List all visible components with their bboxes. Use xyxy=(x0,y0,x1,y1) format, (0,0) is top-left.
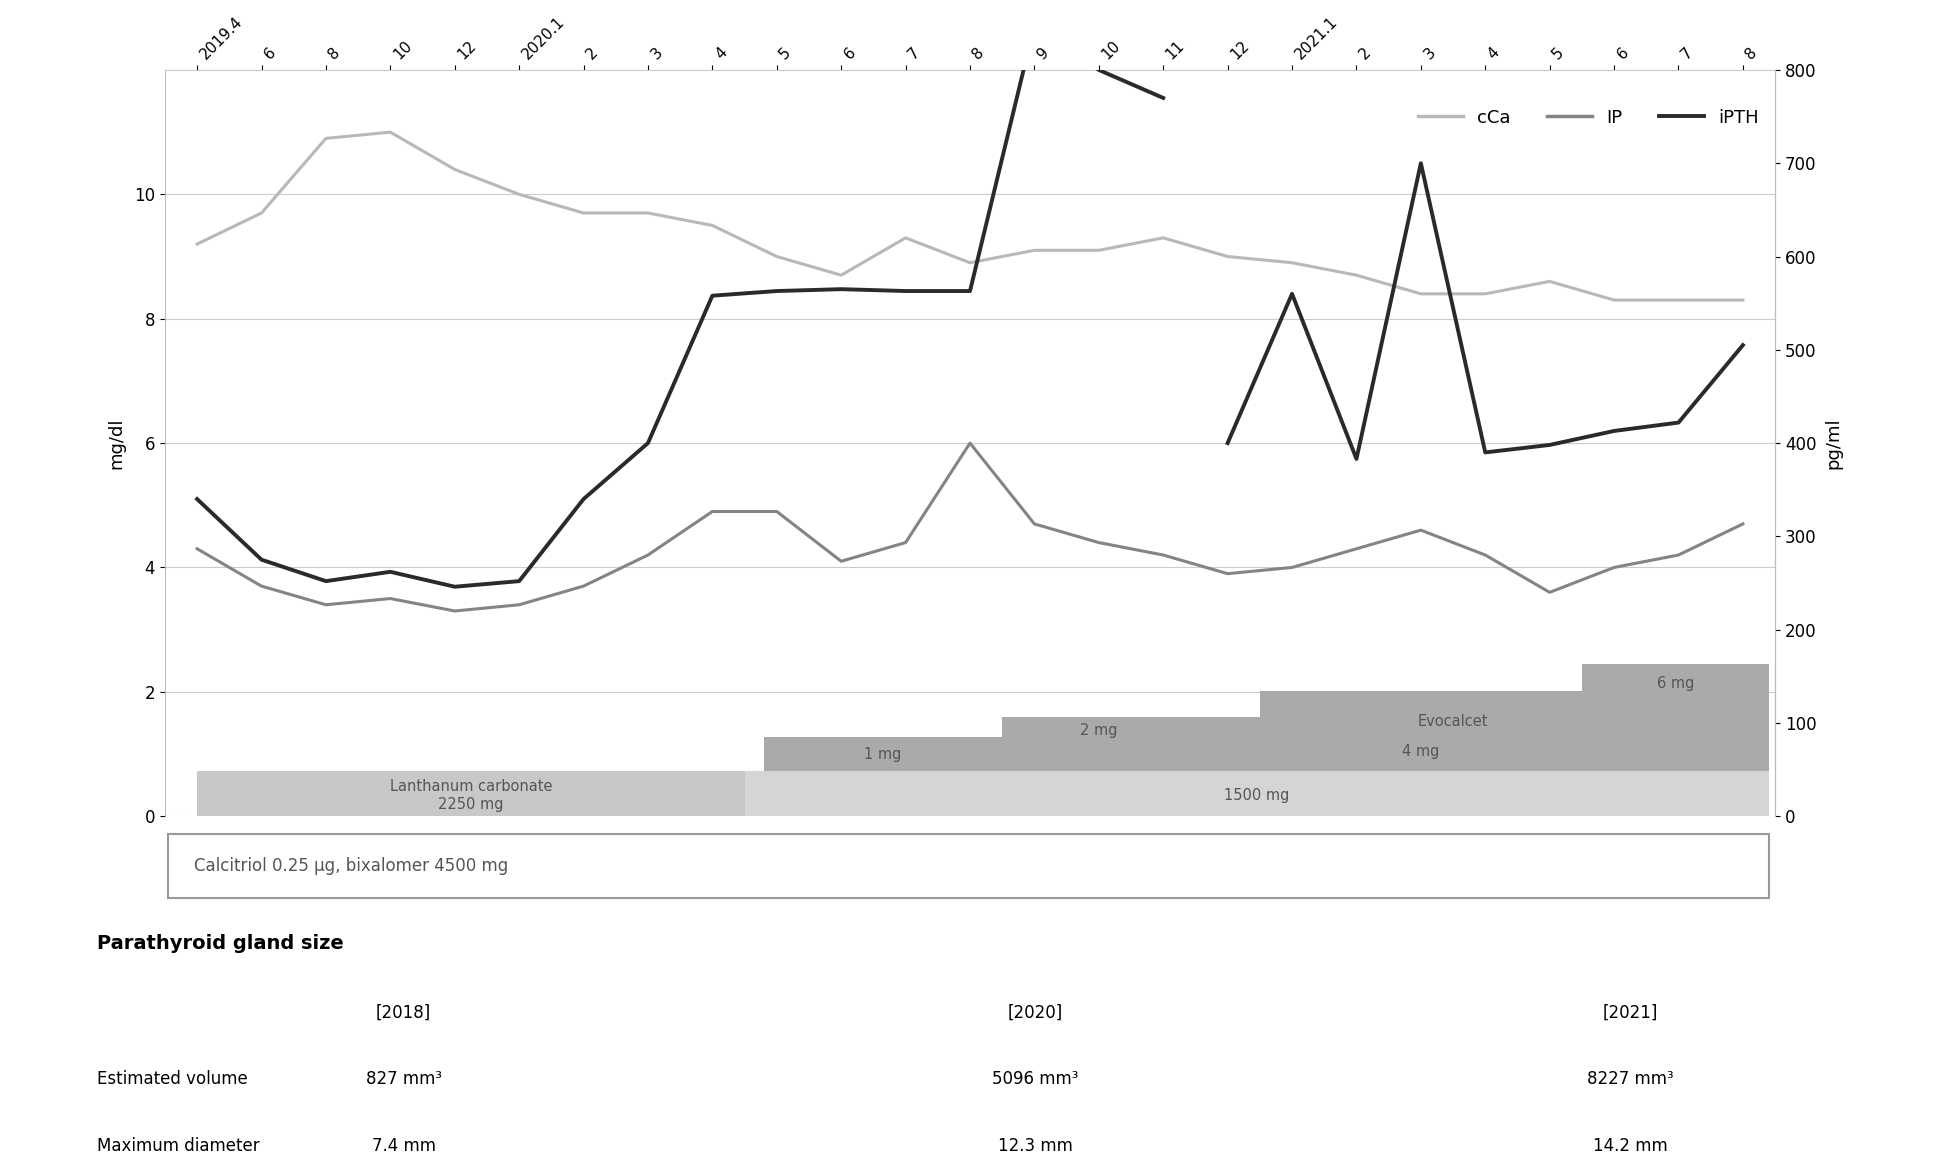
FancyBboxPatch shape xyxy=(169,834,1768,898)
Y-axis label: pg/ml: pg/ml xyxy=(1825,417,1842,469)
Text: Evocalcet: Evocalcet xyxy=(1417,714,1487,729)
Text: Estimated volume: Estimated volume xyxy=(97,1070,248,1088)
Text: 2250 mg: 2250 mg xyxy=(438,798,504,812)
Bar xyxy=(198,772,745,816)
Bar xyxy=(745,772,1768,816)
Text: [2018]: [2018] xyxy=(376,1004,430,1021)
Text: Parathyroid gland size: Parathyroid gland size xyxy=(97,934,343,953)
Text: [2021]: [2021] xyxy=(1602,1004,1658,1021)
Text: 12.3 mm: 12.3 mm xyxy=(997,1137,1072,1156)
Bar xyxy=(1580,665,1768,772)
Text: 14.2 mm: 14.2 mm xyxy=(1592,1137,1668,1156)
Text: 5096 mm³: 5096 mm³ xyxy=(991,1070,1078,1088)
Text: 1 mg: 1 mg xyxy=(865,747,902,761)
Bar xyxy=(764,737,1002,772)
Text: 4 mg: 4 mg xyxy=(1402,744,1439,759)
Text: Lanthanum carbonate: Lanthanum carbonate xyxy=(390,779,553,794)
Text: Maximum diameter: Maximum diameter xyxy=(97,1137,260,1156)
Text: 2 mg: 2 mg xyxy=(1080,723,1117,738)
Text: 827 mm³: 827 mm³ xyxy=(366,1070,442,1088)
Legend: cCa, IP, iPTH: cCa, IP, iPTH xyxy=(1410,101,1764,134)
Y-axis label: mg/dl: mg/dl xyxy=(109,417,126,469)
Text: 1500 mg: 1500 mg xyxy=(1224,788,1289,803)
Text: 6 mg: 6 mg xyxy=(1656,676,1693,691)
Text: 8227 mm³: 8227 mm³ xyxy=(1586,1070,1673,1088)
Bar xyxy=(1258,690,1580,772)
Bar xyxy=(1002,717,1258,772)
Text: 7.4 mm: 7.4 mm xyxy=(372,1137,436,1156)
Text: Calcitriol 0.25 μg, bixalomer 4500 mg: Calcitriol 0.25 μg, bixalomer 4500 mg xyxy=(194,857,508,874)
Text: [2020]: [2020] xyxy=(1006,1004,1063,1021)
